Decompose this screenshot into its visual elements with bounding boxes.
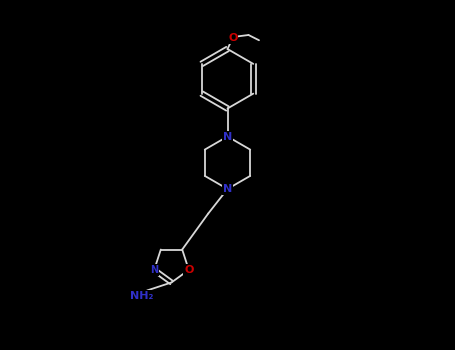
Text: NH₂: NH₂ [130,291,153,301]
Text: O: O [184,265,193,275]
Text: O: O [228,33,238,43]
Text: N: N [223,184,232,194]
Text: N: N [150,265,158,275]
Text: N: N [223,132,232,141]
